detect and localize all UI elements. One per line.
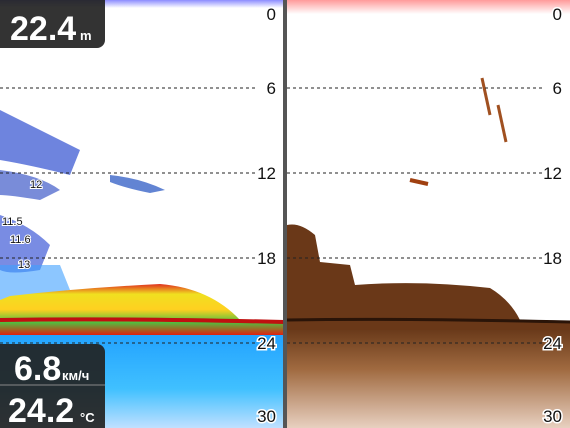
depth-tick-label: 6 xyxy=(267,79,276,98)
depth-tick-label: 0 xyxy=(553,5,562,24)
speed-value: 6.8 xyxy=(14,350,61,388)
fish-label: 11.5 xyxy=(2,216,23,228)
depth-tick-label: 24 xyxy=(543,334,562,353)
status-readout: 6.8 км/ч 24.2 °C xyxy=(0,344,105,428)
fish-label: 13 xyxy=(18,259,30,271)
depth-readout: 22.4 m xyxy=(0,0,105,48)
right-sonar xyxy=(286,0,570,428)
speed-unit: км/ч xyxy=(62,368,89,383)
depth-tick-label: 12 xyxy=(543,164,562,183)
temp-unit: °C xyxy=(80,410,95,425)
fish-label: 11.6 xyxy=(10,234,31,246)
depth-tick-label: 24 xyxy=(257,334,276,353)
depth-unit: m xyxy=(80,28,92,43)
depth-tick-label: 6 xyxy=(553,79,562,98)
depth-tick-label: 12 xyxy=(257,164,276,183)
depth-tick-label: 30 xyxy=(543,407,562,426)
fish-label: 12 xyxy=(30,179,42,191)
depth-value: 22.4 xyxy=(10,10,76,48)
depth-tick-label: 18 xyxy=(543,249,562,268)
depth-tick-label: 30 xyxy=(257,407,276,426)
depth-tick-label: 18 xyxy=(257,249,276,268)
divider xyxy=(283,0,287,428)
temp-value: 24.2 xyxy=(8,392,74,428)
depth-scale: 0 0 6 6 12 12 18 18 24 24 30 30 xyxy=(0,4,564,428)
depth-tick-label: 0 xyxy=(267,5,276,24)
